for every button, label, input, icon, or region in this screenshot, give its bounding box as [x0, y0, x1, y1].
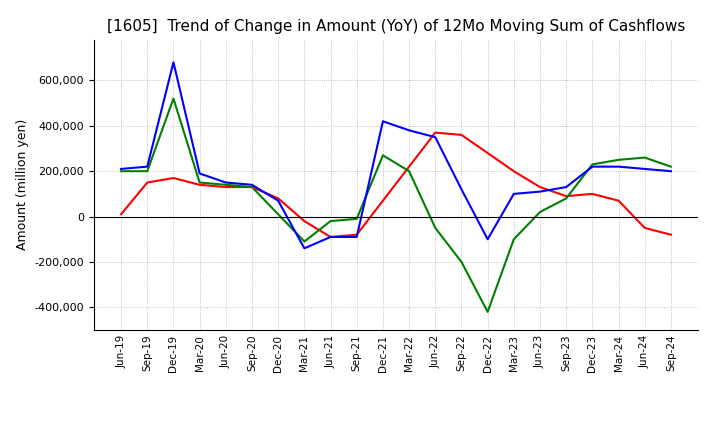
Investing Cashflow: [640, 155, 649, 160]
Operating Cashflow: [483, 150, 492, 156]
Free Cashflow: [352, 235, 361, 240]
Operating Cashflow: [274, 196, 282, 201]
Free Cashflow: [222, 180, 230, 185]
Line: Operating Cashflow: Operating Cashflow: [121, 132, 671, 237]
Investing Cashflow: [536, 209, 544, 215]
Line: Investing Cashflow: Investing Cashflow: [121, 99, 671, 312]
Operating Cashflow: [169, 176, 178, 181]
Investing Cashflow: [588, 162, 597, 167]
Investing Cashflow: [274, 212, 282, 217]
Investing Cashflow: [169, 96, 178, 101]
Operating Cashflow: [510, 169, 518, 174]
Free Cashflow: [510, 191, 518, 197]
Free Cashflow: [562, 184, 570, 190]
Free Cashflow: [379, 119, 387, 124]
Free Cashflow: [117, 166, 125, 172]
Operating Cashflow: [667, 232, 675, 237]
Investing Cashflow: [117, 169, 125, 174]
Line: Free Cashflow: Free Cashflow: [121, 62, 671, 248]
Y-axis label: Amount (million yen): Amount (million yen): [16, 119, 29, 250]
Investing Cashflow: [667, 164, 675, 169]
Free Cashflow: [300, 246, 309, 251]
Operating Cashflow: [143, 180, 152, 185]
Investing Cashflow: [248, 184, 256, 190]
Investing Cashflow: [510, 237, 518, 242]
Investing Cashflow: [222, 182, 230, 187]
Free Cashflow: [195, 171, 204, 176]
Investing Cashflow: [326, 218, 335, 224]
Operating Cashflow: [326, 235, 335, 240]
Investing Cashflow: [483, 309, 492, 315]
Operating Cashflow: [379, 198, 387, 203]
Investing Cashflow: [405, 169, 413, 174]
Investing Cashflow: [300, 239, 309, 244]
Free Cashflow: [274, 198, 282, 203]
Free Cashflow: [326, 235, 335, 240]
Operating Cashflow: [562, 194, 570, 199]
Operating Cashflow: [614, 198, 623, 203]
Operating Cashflow: [300, 218, 309, 224]
Operating Cashflow: [457, 132, 466, 138]
Free Cashflow: [614, 164, 623, 169]
Investing Cashflow: [352, 216, 361, 221]
Free Cashflow: [248, 182, 256, 187]
Free Cashflow: [483, 237, 492, 242]
Investing Cashflow: [457, 259, 466, 264]
Operating Cashflow: [117, 212, 125, 217]
Investing Cashflow: [195, 180, 204, 185]
Operating Cashflow: [640, 225, 649, 231]
Investing Cashflow: [379, 153, 387, 158]
Investing Cashflow: [614, 157, 623, 162]
Free Cashflow: [431, 135, 440, 140]
Free Cashflow: [667, 169, 675, 174]
Free Cashflow: [536, 189, 544, 194]
Investing Cashflow: [143, 169, 152, 174]
Operating Cashflow: [195, 182, 204, 187]
Operating Cashflow: [405, 164, 413, 169]
Free Cashflow: [640, 166, 649, 172]
Operating Cashflow: [536, 184, 544, 190]
Operating Cashflow: [222, 184, 230, 190]
Investing Cashflow: [562, 196, 570, 201]
Operating Cashflow: [588, 191, 597, 197]
Title: [1605]  Trend of Change in Amount (YoY) of 12Mo Moving Sum of Cashflows: [1605] Trend of Change in Amount (YoY) o…: [107, 19, 685, 34]
Free Cashflow: [405, 128, 413, 133]
Operating Cashflow: [248, 184, 256, 190]
Free Cashflow: [588, 164, 597, 169]
Free Cashflow: [457, 187, 466, 192]
Investing Cashflow: [431, 225, 440, 231]
Free Cashflow: [143, 164, 152, 169]
Free Cashflow: [169, 60, 178, 65]
Operating Cashflow: [352, 232, 361, 237]
Operating Cashflow: [431, 130, 440, 135]
